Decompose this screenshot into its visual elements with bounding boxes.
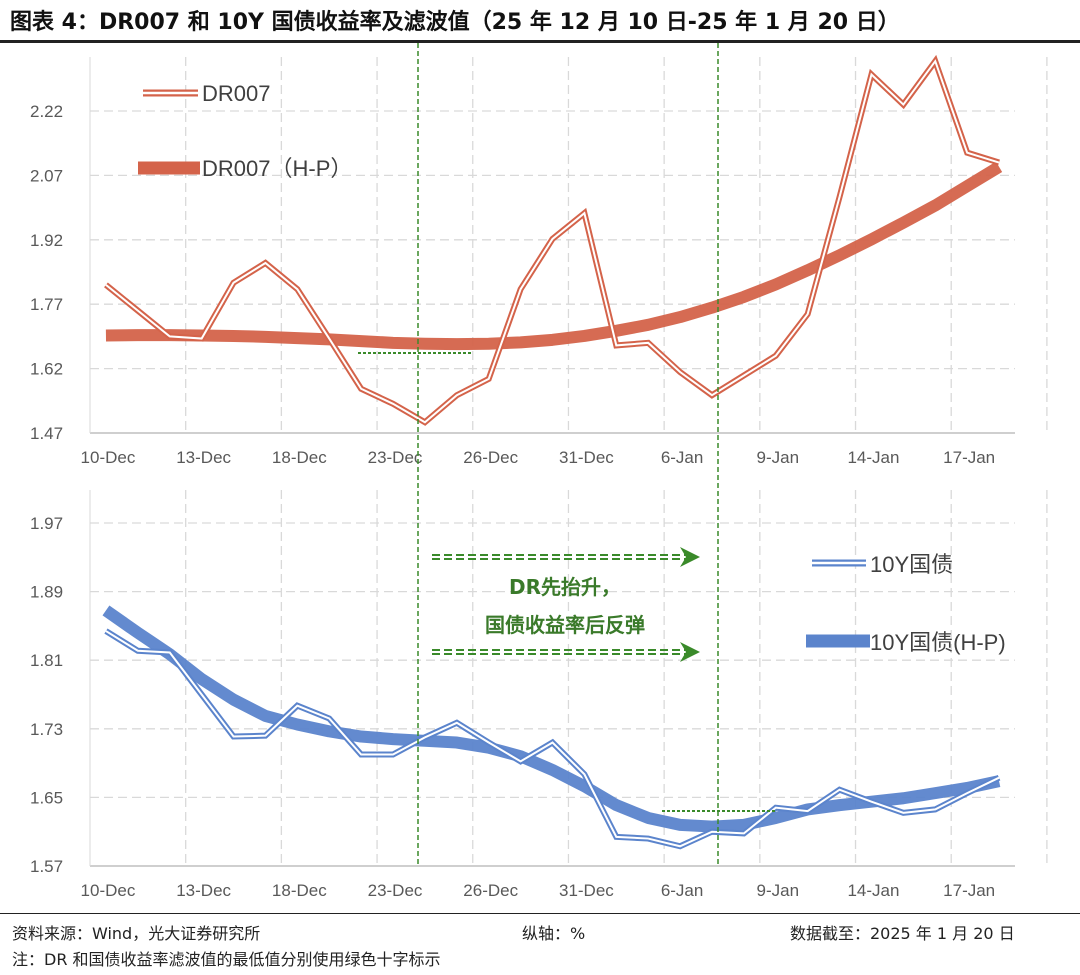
footer-rule <box>0 913 1080 914</box>
x-tick-label: 18-Dec <box>272 448 327 467</box>
y-tick-label: 2.07 <box>30 166 63 185</box>
y-tick-label: 1.81 <box>30 651 63 670</box>
y-tick-label: 1.47 <box>30 424 63 443</box>
y-tick-label: 1.89 <box>30 583 63 602</box>
x-tick-label: 14-Jan <box>847 881 899 900</box>
annotation-line1: DR先抬升， <box>509 575 621 599</box>
x-tick-label: 31-Dec <box>559 881 614 900</box>
top-hp-line <box>105 161 1003 351</box>
legend-10y-hp: 10Y国债(H-P) <box>870 630 1006 655</box>
legends: DR007 DR007（H-P） 10Y国债 10Y国债(H-P) <box>138 81 1006 655</box>
legend-10y: 10Y国债 <box>870 552 953 577</box>
x-tick-label: 26-Dec <box>463 881 518 900</box>
title-rule <box>0 40 1080 43</box>
chart-area: 1.47 1.62 1.77 1.92 2.07 2.22 10-Dec 13-Dec 18-D… <box>30 43 1048 900</box>
bottom-hp-line <box>102 605 1001 833</box>
green-markers <box>358 43 776 866</box>
x-tick-label: 13-Dec <box>176 881 231 900</box>
data-date-note: 数据截至：2025 年 1 月 20 日 <box>790 924 1015 943</box>
y-tick-label: 1.62 <box>30 360 63 379</box>
x-tick-label: 31-Dec <box>559 448 614 467</box>
x-tick-label: 26-Dec <box>463 448 518 467</box>
x-tick-label: 14-Jan <box>847 448 899 467</box>
x-tick-label: 23-Dec <box>368 881 423 900</box>
series-lines <box>102 54 1003 850</box>
x-tick-label: 17-Jan <box>943 881 995 900</box>
x-tick-label: 17-Jan <box>943 448 995 467</box>
y-tick-label: 1.65 <box>30 788 63 807</box>
x-tick-label: 23-Dec <box>368 448 423 467</box>
annotation: DR先抬升， 国债收益率后反弹 <box>432 547 700 662</box>
legend-dr007-hp: DR007（H-P） <box>202 156 352 181</box>
annotation-line2: 国债收益率后反弹 <box>485 613 645 637</box>
x-tick-label: 13-Dec <box>176 448 231 467</box>
source-note: 资料来源：Wind，光大证券研究所 <box>12 924 261 943</box>
axis-unit-note: 纵轴：% <box>522 924 586 943</box>
y-tick-label: 1.73 <box>30 720 63 739</box>
x-tick-label: 6-Jan <box>661 881 704 900</box>
legend-dr007: DR007 <box>202 81 270 106</box>
y-tick-label: 2.22 <box>30 102 63 121</box>
footnote: 注：DR 和国债收益率滤波值的最低值分别使用绿色十字标示 <box>12 950 441 969</box>
y-tick-label: 1.77 <box>30 295 63 314</box>
x-tick-label: 9-Jan <box>757 448 800 467</box>
y-tick-label: 1.97 <box>30 514 63 533</box>
bottom-raw-line <box>104 628 1001 850</box>
y-tick-label: 1.57 <box>30 857 63 876</box>
y-tick-label: 1.92 <box>30 231 63 250</box>
x-tick-label: 10-Dec <box>81 448 136 467</box>
x-tick-label: 9-Jan <box>757 881 800 900</box>
arrow-head-top-icon <box>680 547 700 567</box>
x-tick-label: 18-Dec <box>272 881 327 900</box>
chart-title: 图表 4：DR007 和 10Y 国债收益率及滤波值（25 年 12 月 10 … <box>10 10 900 35</box>
x-tick-label: 10-Dec <box>81 881 136 900</box>
x-tick-label: 6-Jan <box>661 448 704 467</box>
arrow-head-bottom-icon <box>680 642 700 662</box>
